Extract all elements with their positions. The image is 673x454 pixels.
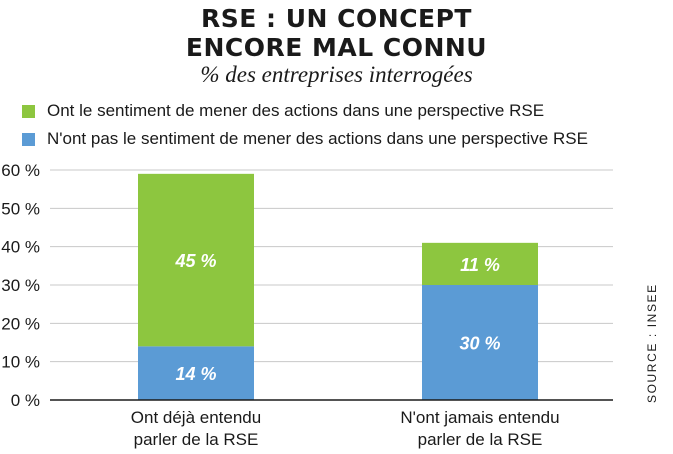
x-category-label: Ont déjà entendu — [131, 408, 261, 427]
y-tick-label: 0 % — [11, 391, 40, 410]
bar-data-label: 45 % — [174, 251, 216, 271]
bar-segment — [422, 285, 538, 400]
y-tick-label: 50 % — [1, 199, 40, 218]
x-category-label: parler de la RSE — [134, 430, 259, 449]
y-tick-label: 20 % — [1, 314, 40, 333]
bar-data-label: 14 % — [175, 364, 216, 384]
legend-item-with-actions: Ont le sentiment de mener des actions da… — [22, 100, 544, 122]
legend-swatch-without-actions — [22, 132, 35, 146]
chart-subtitle: % des entreprises interrogées — [200, 62, 473, 87]
y-tick-label: 60 % — [1, 161, 40, 180]
y-tick-label: 40 % — [1, 238, 40, 257]
bar-segment — [422, 242, 538, 285]
bar-data-label: 30 % — [459, 334, 500, 354]
y-tick-label: 30 % — [1, 276, 40, 295]
x-category-label: N'ont jamais entendu — [400, 408, 559, 427]
bar-segment — [138, 346, 254, 400]
y-tick-label: 10 % — [1, 353, 40, 372]
legend-label-with-actions: Ont le sentiment de mener des actions da… — [47, 101, 545, 120]
chart-title-line-2: ENCORE MAL CONNU — [185, 33, 488, 62]
chart-title-line-1: RSE : UN CONCEPT — [201, 4, 472, 33]
source-note: SOURCE : INSEE — [645, 283, 659, 403]
bar-segment — [138, 173, 254, 347]
legend-item-without-actions: N'ont pas le sentiment de mener des acti… — [22, 128, 588, 150]
chart-title: RSE : UN CONCEPT ENCORE MAL CONNU — [0, 4, 673, 62]
legend-swatch-with-actions — [22, 104, 35, 118]
x-category-label: parler de la RSE — [418, 430, 543, 449]
bar-data-label: 11 % — [460, 255, 500, 275]
legend-label-without-actions: N'ont pas le sentiment de mener des acti… — [47, 129, 588, 148]
